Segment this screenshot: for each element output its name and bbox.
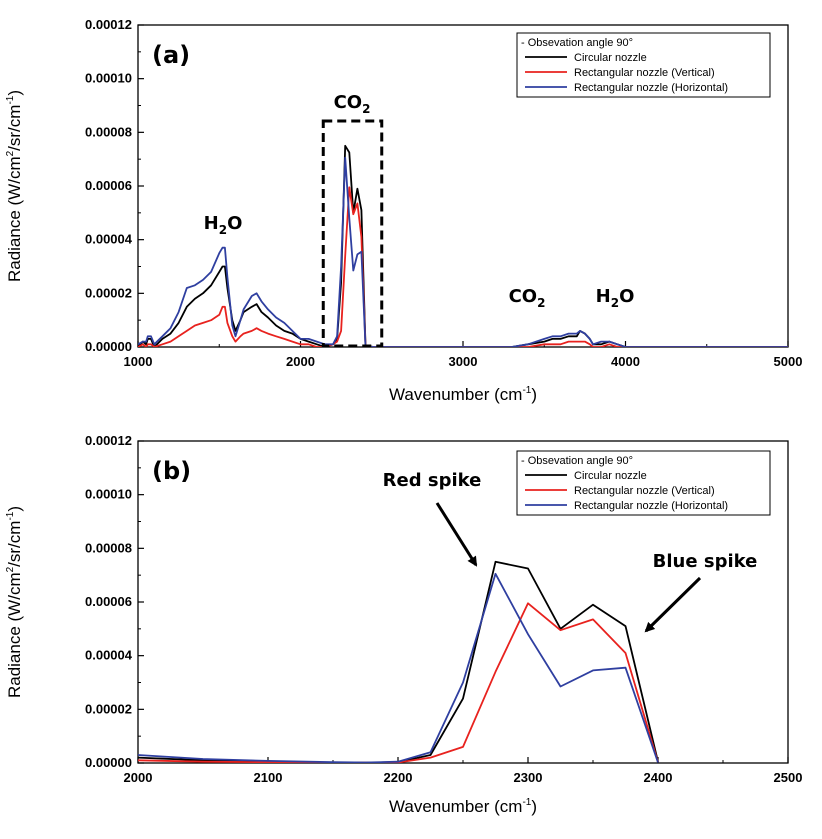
y-tick-label: 0.00000: [85, 755, 132, 770]
series-line-rectangular-nozzle-vertical: [138, 186, 788, 347]
x-tick-label: 5000: [774, 354, 803, 369]
y-axis-label: Radiance (W/cm2/sr/cm-1): [5, 90, 24, 282]
y-tick-label: 0.00006: [85, 594, 132, 609]
red-spike-arrow: [435, 502, 478, 567]
y-tick-label: 0.00008: [85, 124, 132, 139]
legend-entry: Rectangular nozzle (Vertical): [574, 67, 715, 79]
legend-title: - Obsevation angle 90°: [521, 455, 633, 467]
x-tick-label: 2000: [286, 354, 315, 369]
x-tick-label: 4000: [611, 354, 640, 369]
legend-entry: Circular nozzle: [574, 52, 647, 64]
y-tick-label: 0.00010: [85, 71, 132, 86]
y-tick-label: 0.00012: [85, 433, 132, 448]
x-tick-label: 1000: [124, 354, 153, 369]
legend: - Obsevation angle 90° Circular nozzle Rec…: [516, 32, 771, 98]
annotation-h2o-right: H2O: [596, 286, 635, 310]
x-tick-label: 2000: [124, 770, 153, 785]
y-tick-label: 0.00010: [85, 487, 132, 502]
annotation-blue-spike: Blue spike: [653, 551, 758, 572]
annotation-co2-box: CO2: [334, 92, 371, 116]
y-tick-label: 0.00008: [85, 540, 132, 555]
x-axis-label: Wavenumber (cm-1): [389, 385, 537, 404]
chart-panel-a: 0.00000 0.00002 0.00004 0.00006 0.00008 0.000…: [5, 17, 802, 404]
chart-panel-b: 0.00000 0.00002 0.00004 0.00006 0.00008 0.000…: [5, 433, 802, 816]
y-axis-label: Radiance (W/cm2/sr/cm-1): [5, 506, 24, 698]
annotation-h2o-left: H2O: [204, 213, 243, 237]
x-tick-label: 2200: [384, 770, 413, 785]
panel-label: (b): [152, 457, 191, 485]
series-line-rectangular-nozzle-horizontal: [138, 156, 788, 347]
legend-entry: Rectangular nozzle (Horizontal): [574, 82, 728, 94]
legend-entry: Circular nozzle: [574, 470, 647, 482]
panel-label: (a): [152, 41, 190, 69]
legend-entry: Rectangular nozzle (Horizontal): [574, 500, 728, 512]
series-line-rectangular-nozzle-vertical: [138, 602, 659, 763]
y-tick-label: 0.00012: [85, 17, 132, 32]
x-tick-label: 2300: [514, 770, 543, 785]
blue-spike-arrow: [644, 576, 702, 633]
y-tick-label: 0.00006: [85, 178, 132, 193]
series-line-rectangular-nozzle-horizontal: [138, 572, 659, 763]
y-tick-label: 0.00004: [85, 648, 133, 663]
series-group: [138, 144, 788, 347]
legend-entry: Rectangular nozzle (Vertical): [574, 485, 715, 497]
y-tick-label: 0.00002: [85, 285, 132, 300]
x-tick-label: 2400: [644, 770, 673, 785]
series-group: [138, 560, 659, 763]
annotation-co2-right: CO2: [509, 286, 546, 310]
x-tick-label: 2500: [774, 770, 803, 785]
x-axis-label: Wavenumber (cm-1): [389, 797, 537, 816]
y-tick-label: 0.00000: [85, 339, 132, 354]
annotation-red-spike: Red spike: [383, 470, 482, 491]
x-tick-label: 2100: [254, 770, 283, 785]
y-tick-label: 0.00004: [85, 232, 133, 247]
y-tick-label: 0.00002: [85, 701, 132, 716]
legend-title: - Obsevation angle 90°: [521, 37, 633, 49]
co2-dashed-box: [321, 119, 384, 348]
legend: - Obsevation angle 90° Circular nozzle Rec…: [516, 450, 771, 516]
x-tick-label: 3000: [449, 354, 478, 369]
